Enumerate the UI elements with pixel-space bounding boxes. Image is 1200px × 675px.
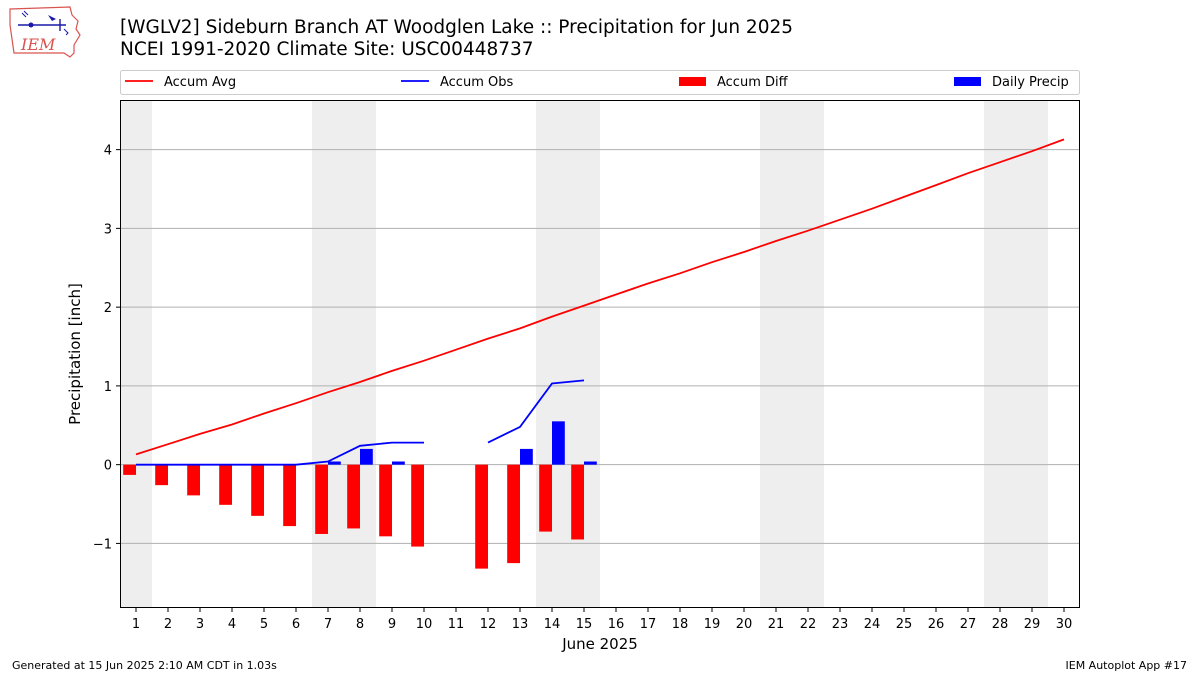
x-tick-label-0: 1: [132, 617, 140, 632]
x-ticks: 1 2 3 4 5 6 7 8 9 10 11 12 13 14 15 16 17 18 19 20 21 22 23 24 2…: [132, 608, 1072, 632]
x-tick-label-14: 15: [576, 617, 593, 632]
y-ticks: −1 0 1 2 3 4: [93, 144, 120, 552]
accum-diff-bar-3: [187, 464, 200, 496]
lines: [135, 138, 1065, 466]
accum-obs-line: [136, 379, 585, 466]
accum-avg-line: [135, 138, 1065, 456]
weekend-band-0: [120, 100, 152, 608]
x-tick-label-11: 12: [480, 617, 497, 632]
axes-frame: [120, 100, 1080, 608]
legend-label-daily-precip: Daily Precip: [992, 75, 1069, 90]
x-tick-label-8: 9: [388, 617, 396, 632]
x-tick-label-3: 4: [228, 617, 236, 632]
accum-diff-bar-9: [379, 464, 392, 537]
x-tick-label-1: 2: [164, 617, 172, 632]
x-tick-label-7: 8: [356, 617, 364, 632]
x-tick-label-21: 22: [800, 617, 817, 632]
bars: [123, 421, 597, 569]
x-tick-label-13: 14: [544, 617, 561, 632]
x-tick-label-26: 27: [960, 617, 977, 632]
y-tick-label-4: 3: [104, 222, 112, 237]
daily-precip-bar-8: [360, 448, 373, 465]
legend-swatch-daily-precip: [954, 77, 981, 86]
x-tick-label-20: 21: [768, 617, 785, 632]
chart-title: [WGLV2] Sideburn Branch AT Woodglen Lake…: [120, 17, 794, 38]
accum-diff-bar-15: [571, 464, 584, 540]
legend-label-accum-diff: Accum Diff: [717, 75, 789, 90]
daily-precip-bar-9: [392, 461, 405, 465]
grid-lines: [120, 149, 1080, 544]
x-tick-label-28: 29: [1024, 617, 1041, 632]
legend-label-accum-avg: Accum Avg: [164, 75, 236, 90]
y-axis-label: Precipitation [inch]: [66, 283, 84, 425]
accum-diff-bar-8: [347, 464, 360, 529]
x-tick-label-9: 10: [416, 617, 433, 632]
y-tick-label-2: 1: [104, 380, 112, 395]
iem-logo: IEM: [8, 5, 82, 59]
daily-precip-bar-15: [584, 461, 597, 465]
legend-frame: [120, 70, 1080, 95]
x-tick-label-12: 13: [512, 617, 529, 632]
legend: Accum Avg Accum Obs Accum Diff Daily Precip: [120, 70, 1080, 95]
legend-swatch-accum-diff: [679, 77, 706, 86]
accum-diff-bar-4: [219, 464, 232, 505]
daily-precip-bar-14: [552, 421, 565, 465]
x-tick-label-4: 5: [260, 617, 268, 632]
y-tick-label-5: 4: [104, 144, 112, 159]
chart-subtitle: NCEI 1991-2020 Climate Site: USC00448737: [120, 39, 534, 60]
accum-diff-bar-2: [155, 464, 168, 486]
weekend-band-4: [984, 100, 1048, 608]
x-tick-label-23: 24: [864, 617, 881, 632]
accum-diff-bar-14: [539, 464, 552, 532]
weekend-band-2: [536, 100, 600, 608]
footer-app: IEM Autoplot App #17: [1065, 659, 1188, 672]
accum-diff-bar-13: [507, 464, 520, 564]
x-tick-label-2: 3: [196, 617, 204, 632]
accum-diff-bar-10: [411, 464, 424, 547]
accum-diff-bar-5: [251, 464, 264, 516]
y-tick-label-1: 0: [104, 459, 112, 474]
x-tick-label-6: 7: [324, 617, 332, 632]
legend-label-accum-obs: Accum Obs: [440, 75, 513, 90]
x-tick-label-17: 18: [672, 617, 689, 632]
x-tick-label-18: 19: [704, 617, 721, 632]
x-tick-label-29: 30: [1056, 617, 1073, 632]
x-tick-label-15: 16: [608, 617, 625, 632]
x-axis-label: June 2025: [561, 635, 638, 653]
accum-diff-bar-12: [475, 464, 488, 569]
footer-generated: Generated at 15 Jun 2025 2:10 AM CDT in …: [12, 659, 277, 672]
daily-precip-bar-13: [520, 448, 533, 465]
logo-text: IEM: [20, 35, 56, 54]
weekend-bands: [120, 100, 1048, 608]
y-tick-label-0: −1: [93, 537, 112, 552]
x-tick-label-24: 25: [896, 617, 913, 632]
accum-diff-bar-6: [283, 464, 296, 527]
weekend-band-3: [760, 100, 824, 608]
x-tick-label-19: 20: [736, 617, 753, 632]
iowa-state-weather-logo-icon: IEM: [9, 6, 81, 58]
accum-diff-bar-1: [123, 464, 136, 475]
x-tick-label-16: 17: [640, 617, 657, 632]
x-tick-label-5: 6: [292, 617, 300, 632]
x-tick-label-27: 28: [992, 617, 1009, 632]
daily-precip-bar-7: [328, 461, 341, 465]
x-tick-label-22: 23: [832, 617, 849, 632]
x-tick-label-25: 26: [928, 617, 945, 632]
x-tick-label-10: 11: [448, 617, 465, 632]
accum-diff-bar-7: [315, 464, 328, 534]
y-tick-label-3: 2: [104, 301, 112, 316]
